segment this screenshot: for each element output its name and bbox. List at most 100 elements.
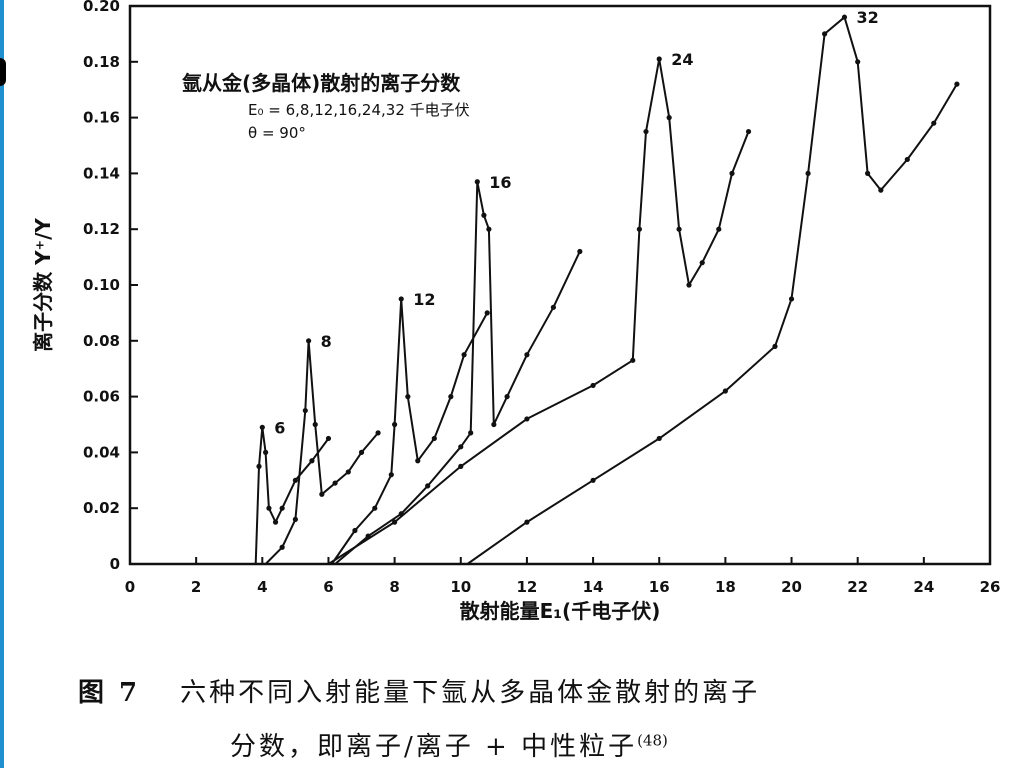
left-edge-mark (0, 58, 6, 86)
data-point-8 (345, 469, 351, 475)
data-point-24 (643, 128, 649, 135)
x-tick-label: 8 (389, 578, 399, 596)
data-point-12 (448, 394, 454, 400)
data-point-12 (484, 310, 490, 316)
figure-caption-line-1: 图 7 六种不同入射能量下氩从多晶体金散射的离子 (0, 672, 1024, 709)
data-point-8 (332, 480, 338, 486)
data-point-12 (388, 472, 394, 478)
label-layer: 6 8 12 16 24 32 (274, 8, 878, 437)
data-point-32 (865, 170, 871, 176)
data-point-6 (256, 463, 262, 469)
data-point-6 (279, 505, 285, 511)
data-point-32 (805, 170, 811, 176)
x-tick-label: 4 (257, 578, 267, 596)
data-point-12 (372, 505, 378, 511)
data-point-24 (745, 128, 752, 135)
data-point-16 (481, 212, 487, 218)
x-tick-label: 0 (125, 578, 135, 596)
series-label-12: 12 (413, 290, 435, 309)
data-point-12 (461, 352, 467, 358)
data-point-32 (656, 435, 662, 442)
data-point-24 (666, 115, 672, 121)
y-tick-label: 0.20 (83, 0, 120, 15)
data-point-6 (309, 458, 315, 464)
y-tick-label: 0.16 (83, 109, 120, 127)
chart-params-angle: θ = 90° (248, 124, 306, 142)
series-line-24 (327, 58, 750, 565)
series-label-16: 16 (489, 173, 511, 192)
data-point-6 (272, 519, 279, 525)
data-point-24 (699, 260, 705, 266)
data-point-32 (904, 156, 910, 163)
data-point-24 (676, 226, 682, 232)
data-point-16 (491, 421, 497, 428)
series-layer (130, 14, 960, 565)
series-label-32: 32 (856, 8, 878, 27)
y-tick-label: 0.18 (83, 53, 120, 71)
data-point-16 (425, 483, 431, 489)
data-point-8 (306, 338, 312, 344)
series-label-6: 6 (274, 418, 285, 437)
data-point-32 (841, 14, 848, 20)
x-tick-label: 18 (715, 578, 736, 596)
x-tick-label: 12 (516, 578, 537, 596)
data-point-8 (292, 516, 298, 522)
y-tick-label: 0.10 (83, 276, 120, 294)
data-point-16 (474, 179, 480, 185)
data-point-16 (486, 226, 492, 232)
data-point-12 (405, 394, 411, 400)
y-tick-label: 0.02 (83, 499, 120, 517)
chart-params-energies: E₀ = 6,8,12,16,24,32 千电子伏 (248, 101, 470, 119)
data-point-32 (788, 296, 795, 302)
x-tick-label: 22 (847, 578, 868, 596)
data-point-24 (590, 382, 596, 389)
y-tick-label: 0.06 (83, 388, 120, 406)
data-point-32 (878, 187, 884, 193)
series-line-32 (466, 16, 958, 565)
x-tick-label: 20 (781, 578, 802, 596)
x-tick-label: 2 (191, 578, 201, 596)
data-point-16 (524, 352, 530, 358)
y-tick-label: 0.12 (83, 220, 120, 238)
data-point-32 (822, 31, 828, 37)
data-point-24 (729, 170, 735, 176)
data-point-16 (504, 394, 510, 400)
plot-frame (128, 4, 992, 566)
data-point-24 (686, 282, 692, 288)
data-point-16 (458, 444, 464, 450)
data-point-24 (656, 56, 662, 62)
data-point-12 (352, 527, 358, 534)
data-point-24 (458, 463, 464, 469)
data-point-8 (319, 491, 325, 497)
x-tick-label: 10 (450, 578, 471, 596)
data-point-32 (931, 120, 937, 126)
data-point-8 (312, 421, 318, 428)
x-tick-label: 14 (583, 578, 604, 596)
chart-figure: 0 2 4 6 8 10 12 14 16 18 20 22 24 2600.020.040.060.08… (31, 0, 1000, 623)
figure-caption-line-2: 分数，即离子/离子 + 中性粒子(48) (0, 726, 1024, 763)
data-point-6 (292, 477, 298, 483)
data-point-16 (550, 304, 556, 310)
data-point-8 (358, 449, 365, 455)
caption-text-1: 六种不同入射能量下氩从多晶体金散射的离子 (180, 678, 761, 708)
series-line-16 (334, 180, 581, 565)
x-tick-label: 26 (980, 578, 1001, 596)
axis-ticks-layer: 0 2 4 6 8 10 12 14 16 18 20 22 24 2600.020.040.060.08… (83, 0, 1000, 596)
data-point-32 (855, 59, 861, 65)
y-axis-label: 离子分数 Y⁺/Y (31, 218, 55, 352)
data-point-6 (325, 435, 332, 442)
caption-reference: (48) (637, 731, 668, 750)
data-point-24 (630, 357, 636, 363)
y-tick-label: 0.14 (83, 164, 120, 182)
data-point-32 (772, 343, 778, 349)
x-axis-label: 散射能量E₁(千电子伏) (460, 599, 661, 623)
data-point-32 (954, 81, 960, 87)
left-edge-strip (0, 0, 4, 768)
data-point-6 (266, 505, 272, 511)
data-point-8 (279, 544, 285, 550)
data-point-12 (392, 421, 398, 428)
chart-title: 氩从金(多晶体)散射的离子分数 (182, 71, 461, 95)
data-point-32 (590, 477, 596, 483)
y-tick-label: 0.04 (83, 443, 120, 461)
x-tick-label: 24 (913, 578, 934, 596)
